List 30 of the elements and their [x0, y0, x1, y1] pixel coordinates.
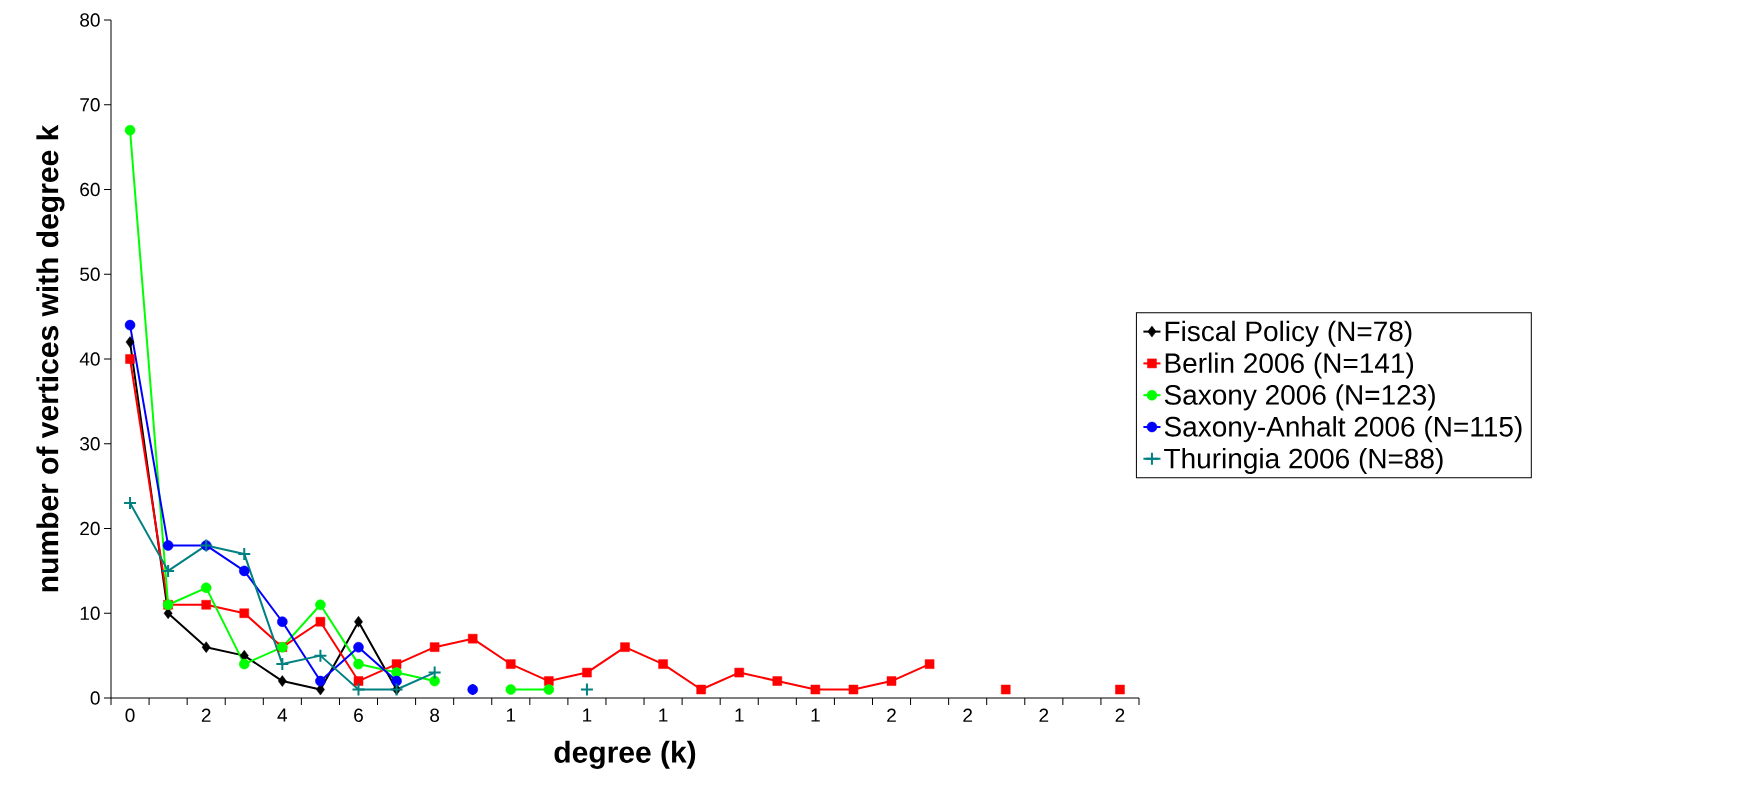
y-tick-label: 20: [80, 521, 100, 536]
x-tick-label: 2: [1039, 708, 1049, 722]
x-tick-label: 2: [1115, 708, 1125, 722]
x-tick-label: 6: [354, 708, 363, 722]
y-tick-label: 70: [80, 98, 100, 112]
legend-label: Thuringia 2006 (N=88): [1164, 447, 1443, 474]
x-tick-label: 1: [659, 708, 668, 722]
x-tick-label: 2: [887, 708, 896, 722]
x-tick-label: 8: [430, 708, 440, 722]
y-tick-label: 50: [80, 267, 100, 281]
x-tick-label: 1: [735, 708, 744, 722]
legend-label: Berlin 2006 (N=141): [1165, 352, 1414, 379]
y-axis-title: number of vertices with degree k: [36, 124, 65, 592]
legend-label: Fiscal Policy (N=78): [1165, 320, 1412, 347]
x-tick-label: 1: [811, 708, 820, 722]
y-tick-label: 40: [79, 352, 100, 366]
y-tick-label: 60: [80, 182, 100, 197]
y-tick-label: 10: [80, 606, 100, 620]
legend-label: Saxony 2006 (N=123): [1164, 384, 1435, 411]
y-tick-label: 30: [80, 437, 100, 451]
y-tick-label: 0: [90, 691, 100, 705]
x-tick-label: 1: [583, 708, 592, 722]
x-tick-label: 0: [125, 708, 135, 722]
x-tick-label: 2: [201, 708, 211, 722]
y-tick-label: 80: [80, 13, 100, 27]
legend-label: Saxony-Anhalt 2006 (N=115): [1164, 416, 1522, 443]
x-tick-label: 2: [963, 708, 972, 722]
x-tick-label: 1: [506, 708, 516, 722]
x-tick-label: 4: [277, 708, 288, 722]
x-axis-title: degree (k): [554, 740, 696, 769]
